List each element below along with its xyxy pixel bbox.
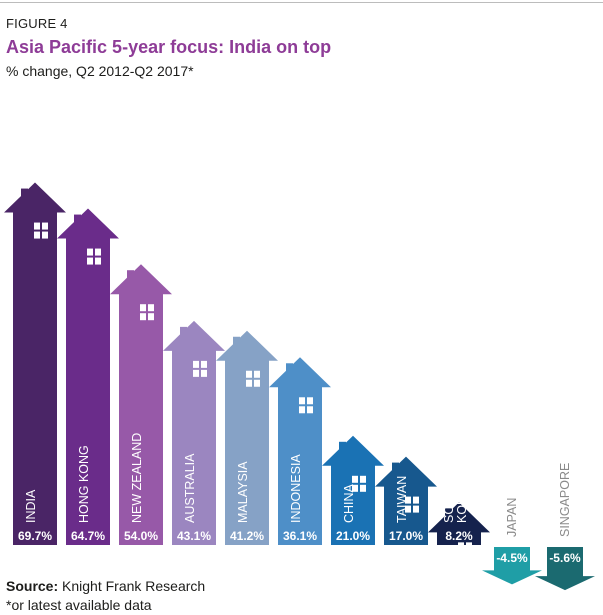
bar xyxy=(428,502,490,545)
window-pane xyxy=(413,505,419,513)
window-pane xyxy=(148,304,154,312)
window-pane xyxy=(193,369,199,377)
bar-group: 8.2% SOUTH KOREA xyxy=(428,479,490,559)
tick-label: INDONESIA xyxy=(289,454,303,523)
window-pane xyxy=(42,222,48,230)
bar xyxy=(269,357,331,545)
window-pane xyxy=(352,475,358,483)
source-prefix: Source: xyxy=(6,578,59,594)
window-pane xyxy=(458,542,464,550)
value-label: 69.7% xyxy=(18,529,52,543)
bar-group: -5.6% SINGAPORE xyxy=(535,463,595,591)
value-label: 36.1% xyxy=(283,529,317,543)
bar xyxy=(57,208,119,545)
window-pane xyxy=(148,313,154,321)
tick-label: INDIA xyxy=(24,489,38,523)
tick-label: HONG KONG xyxy=(77,445,91,523)
window-pane xyxy=(87,257,93,265)
tick-label: JAPAN xyxy=(505,498,519,537)
bar xyxy=(163,320,225,545)
bar xyxy=(110,264,172,545)
window-icon xyxy=(34,222,48,239)
window-pane xyxy=(299,406,305,414)
bar xyxy=(4,182,66,545)
window-pane xyxy=(34,231,40,239)
value-label: 64.7% xyxy=(71,529,105,543)
bar-group: -4.5% JAPAN xyxy=(482,498,542,585)
tick-label: KOREA xyxy=(455,479,469,523)
bar-group: 64.7% HONG KONG xyxy=(57,208,119,545)
window-pane xyxy=(95,248,101,256)
tick-label: TAIWAN xyxy=(395,476,409,523)
window-pane xyxy=(405,496,411,504)
window-pane xyxy=(193,360,199,368)
value-label: 41.2% xyxy=(230,529,264,543)
window-pane xyxy=(87,248,93,256)
window-pane xyxy=(405,505,411,513)
window-pane xyxy=(140,304,146,312)
bar-group: 36.1% INDONESIA xyxy=(269,357,331,545)
window-icon xyxy=(140,304,154,321)
window-pane xyxy=(307,406,313,414)
window-icon xyxy=(246,370,260,387)
value-label: -4.5% xyxy=(496,551,528,565)
bar-group: 17.0% TAIWAN xyxy=(375,456,437,545)
value-label: 17.0% xyxy=(389,529,423,543)
chart-title: Asia Pacific 5-year focus: India on top xyxy=(6,37,332,57)
window-pane xyxy=(246,370,252,378)
window-pane xyxy=(307,397,313,405)
bar xyxy=(482,547,542,585)
window-pane xyxy=(299,397,305,405)
bar-group: 54.0% NEW ZEALAND xyxy=(110,264,172,545)
tick-label: CHINA xyxy=(342,483,356,523)
window-pane xyxy=(413,496,419,504)
window-pane xyxy=(201,360,207,368)
window-icon xyxy=(405,496,419,513)
window-pane xyxy=(42,231,48,239)
bar-group: 43.1% AUSTRALIA xyxy=(163,320,225,545)
window-pane xyxy=(466,542,472,550)
value-label: 8.2% xyxy=(445,529,473,543)
window-pane xyxy=(458,551,464,559)
window-pane xyxy=(95,257,101,265)
window-pane xyxy=(360,484,366,492)
tick-label: SOUTH xyxy=(442,479,456,523)
bar xyxy=(535,547,595,591)
chart-subtitle: % change, Q2 2012-Q2 2017* xyxy=(6,63,194,79)
window-pane xyxy=(254,379,260,387)
source-text: Knight Frank Research xyxy=(58,578,206,594)
window-icon xyxy=(299,397,313,414)
tick-label: NEW ZEALAND xyxy=(130,433,144,523)
source-line: Source: Knight Frank Research xyxy=(6,578,205,594)
window-pane xyxy=(140,313,146,321)
top-divider xyxy=(0,2,603,3)
bar xyxy=(216,330,278,545)
value-label: -5.6% xyxy=(549,551,581,565)
footnote: *or latest available data xyxy=(6,597,152,613)
window-pane xyxy=(201,369,207,377)
value-label: 21.0% xyxy=(336,529,370,543)
window-pane xyxy=(466,551,472,559)
window-pane xyxy=(352,484,358,492)
bar-group: 69.7% INDIA xyxy=(4,182,66,545)
tick-label: AUSTRALIA xyxy=(183,453,197,523)
window-pane xyxy=(246,379,252,387)
window-pane xyxy=(254,370,260,378)
value-label: 43.1% xyxy=(177,529,211,543)
bar-group: 21.0% CHINA xyxy=(322,435,384,545)
bar-group: 41.2% MALAYSIA xyxy=(216,330,278,545)
value-label: 54.0% xyxy=(124,529,158,543)
window-icon xyxy=(352,475,366,492)
figure-label: FIGURE 4 xyxy=(6,16,68,31)
tick-label: MALAYSIA xyxy=(236,461,250,523)
tick-label: SINGAPORE xyxy=(558,463,572,537)
window-icon xyxy=(458,542,472,559)
window-pane xyxy=(34,222,40,230)
window-icon xyxy=(193,360,207,377)
window-pane xyxy=(360,475,366,483)
window-icon xyxy=(87,248,101,265)
